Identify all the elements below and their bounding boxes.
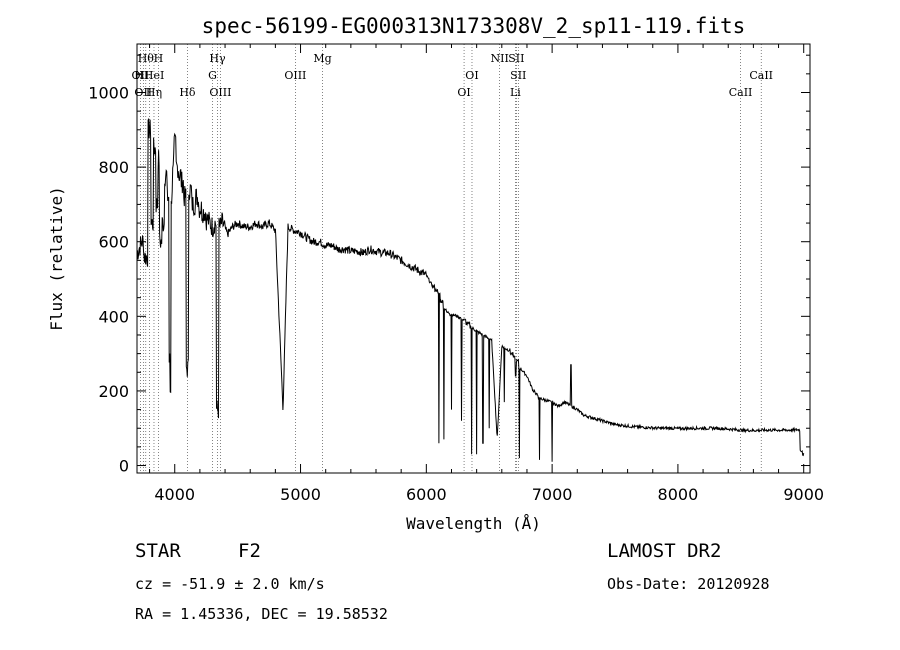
line-marker-label: HHeI xyxy=(134,69,164,82)
y-tick-label: 600 xyxy=(98,233,129,252)
x-tick-label: 9000 xyxy=(783,485,824,504)
y-tick-label: 1000 xyxy=(88,83,129,102)
y-tick-label: 200 xyxy=(98,382,129,401)
spectrum-series-line xyxy=(136,117,805,462)
x-tick-label: 5000 xyxy=(280,485,321,504)
y-tick-label: 800 xyxy=(98,158,129,177)
line-marker-label: OI xyxy=(465,69,478,82)
line-marker-label: CaII xyxy=(729,86,753,99)
line-marker-label: Hγ xyxy=(209,52,226,65)
line-marker-label: OIII xyxy=(284,69,306,82)
line-marker-label: Mg xyxy=(313,52,331,65)
line-marker-label: SII xyxy=(510,69,526,82)
line-marker-label: Hθ xyxy=(138,52,155,65)
axis-ticks: 4000 5000 6000 7000 8000 9000 0 200 400 600 800 100… xyxy=(88,44,824,504)
chart-title: spec-56199-EG000313N173308V_2_sp11-119.f… xyxy=(202,14,746,38)
line-marker-label: NII xyxy=(491,52,509,65)
line-marker-label: H xyxy=(154,52,164,65)
line-marker-label: OI xyxy=(457,86,470,99)
observation-date: Obs-Date: 20120928 xyxy=(607,575,770,593)
x-tick-label: 7000 xyxy=(532,485,573,504)
x-tick-label: 4000 xyxy=(154,485,195,504)
survey-name: LAMOST DR2 xyxy=(607,540,722,562)
plot-frame xyxy=(136,43,811,474)
line-marker-label: OIII xyxy=(209,86,231,99)
x-tick-label: 6000 xyxy=(406,485,447,504)
line-marker-label: G xyxy=(208,69,217,82)
line-marker-label: Hη xyxy=(146,86,162,99)
line-marker-label: Li xyxy=(510,86,521,99)
y-axis-label: Flux (relative) xyxy=(47,186,66,331)
line-marker-label: SII xyxy=(508,52,524,65)
y-tick-label: 400 xyxy=(98,307,129,326)
line-marker-label: OII xyxy=(132,69,150,82)
coordinates: RA = 1.45336, DEC = 19.58532 xyxy=(135,605,388,623)
object-subclass: F2 xyxy=(238,540,261,562)
y-tick-label: 0 xyxy=(119,457,129,476)
line-marker-label: Hδ xyxy=(179,86,196,99)
line-marker-label: CaII xyxy=(749,69,773,82)
x-axis-label: Wavelength (Å) xyxy=(406,514,541,533)
redshift-value: cz = -51.9 ± 2.0 km/s xyxy=(135,575,325,593)
object-class: STAR xyxy=(135,540,181,562)
x-tick-label: 8000 xyxy=(658,485,699,504)
